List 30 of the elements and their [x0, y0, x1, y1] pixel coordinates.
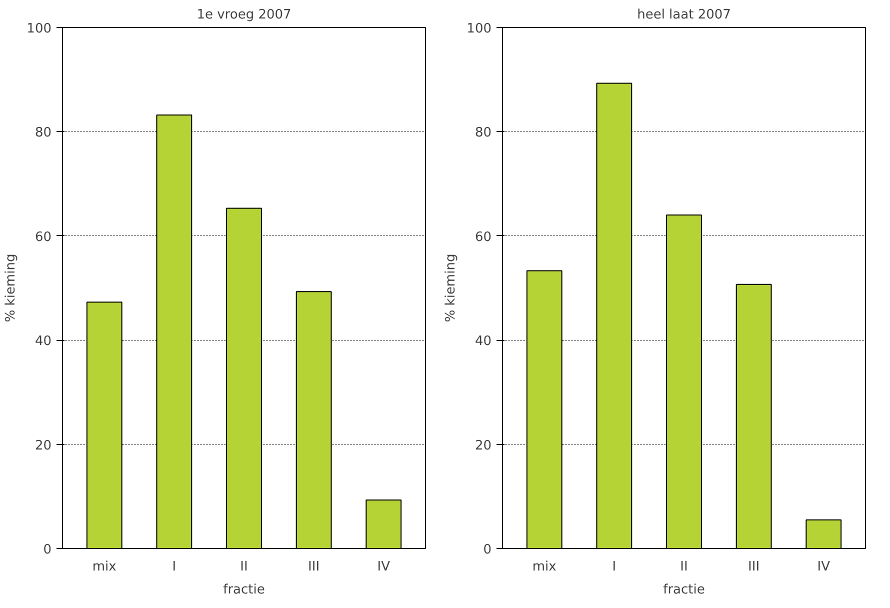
x-tick-label: III	[748, 560, 760, 574]
y-axis-title: % kieming	[444, 254, 459, 322]
y-tick-label: 100	[26, 22, 52, 36]
x-axis-title: fractie	[663, 582, 705, 598]
x-tick-label: mix	[92, 560, 117, 574]
chart-title: heel laat 2007	[637, 8, 731, 22]
y-tick-label: 40	[474, 334, 492, 350]
y-tick-label: 0	[483, 542, 492, 558]
y-tick-label: 80	[34, 126, 52, 141]
y-tick-label: 60	[474, 230, 492, 245]
x-tick-label: IV	[817, 560, 830, 574]
y-axis-title: % kieming	[4, 254, 19, 322]
x-tick-label: I	[612, 560, 616, 574]
y-tick-label: 40	[34, 334, 52, 350]
x-tick-label: II	[680, 560, 688, 574]
x-tick-label: III	[308, 560, 320, 574]
y-tick-label: 80	[474, 126, 492, 141]
x-tick-label: II	[240, 560, 248, 574]
x-tick-label: I	[172, 560, 176, 574]
bar	[366, 500, 402, 548]
x-tick-label: mix	[532, 560, 557, 574]
y-tick-label: 60	[34, 230, 52, 245]
y-tick-label: 20	[34, 438, 52, 454]
x-tick-label: IV	[377, 560, 390, 574]
y-tick-label: 20	[474, 438, 492, 454]
chart-title: 1e vroeg 2007	[196, 8, 292, 22]
y-tick-label: 0	[43, 542, 52, 558]
x-axis-title: fractie	[223, 582, 265, 598]
y-tick-label: 100	[466, 22, 492, 36]
bar	[806, 519, 842, 548]
